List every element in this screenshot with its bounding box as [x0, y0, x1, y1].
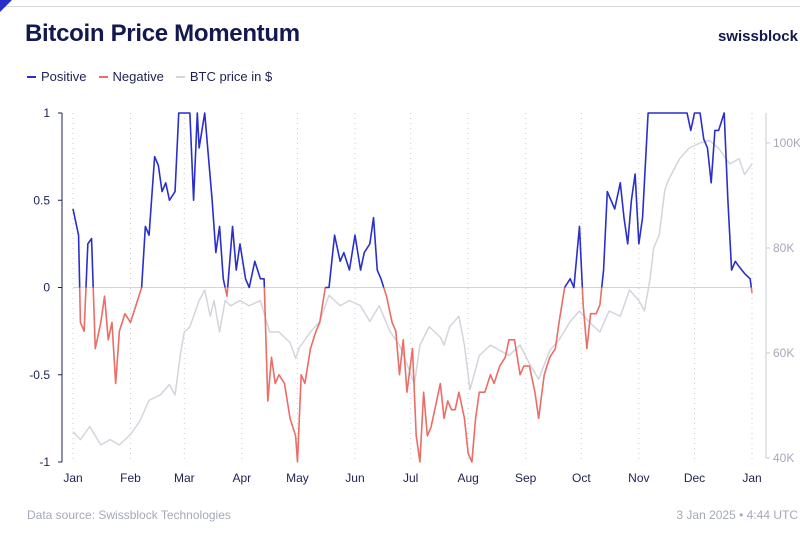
momentum-negative-segment	[224, 287, 229, 298]
momentum-positive-segment	[140, 112, 226, 288]
momentum-positive-segment	[563, 225, 584, 289]
x-tick-label: Jan	[742, 471, 761, 485]
chart-title: Bitcoin Price Momentum	[25, 20, 300, 47]
momentum-positive-segment	[600, 112, 753, 288]
x-tick-label: Nov	[628, 471, 649, 485]
x-tick-label: Feb	[120, 471, 141, 485]
btc-price-line	[72, 139, 753, 446]
top-divider	[0, 6, 800, 7]
legend-swatch-negative	[98, 75, 108, 78]
x-tick-label: Dec	[684, 471, 705, 485]
momentum-negative-segment	[382, 287, 566, 463]
momentum-negative-segment	[78, 287, 87, 332]
momentum-positive-segment	[72, 208, 81, 288]
y-left-tick-label: -1	[39, 455, 50, 469]
legend-swatch-positive	[27, 75, 36, 78]
corner-accent	[0, 0, 12, 12]
y-left-tick-label: 0.5	[33, 193, 50, 207]
y-left-tick-label: -0.5	[29, 368, 50, 382]
momentum-positive-segment	[325, 216, 385, 289]
y-right-tick-label: 60K	[773, 346, 794, 360]
y-left-tick-label: 1	[43, 106, 50, 120]
x-tick-label: Apr	[232, 471, 251, 485]
data-source: Data source: Swissblock Technologies	[27, 508, 231, 522]
brand-logo: swissblock	[717, 28, 798, 45]
timestamp: 3 Jan 2025 • 4:44 UTC	[676, 508, 798, 522]
x-tick-label: Jun	[345, 471, 364, 485]
momentum-negative-segment	[92, 287, 143, 385]
x-tick-label: Jan	[63, 471, 82, 485]
y-right-tick-label: 80K	[773, 241, 794, 255]
legend-label: Negative	[112, 69, 164, 84]
x-tick-label: Aug	[457, 471, 478, 485]
x-tick-label: Mar	[174, 471, 195, 485]
momentum-negative-segment	[750, 287, 753, 293]
momentum-positive-segment	[226, 225, 266, 289]
legend-label: BTC price in $	[189, 69, 273, 84]
x-tick-label: Jul	[403, 471, 418, 485]
x-tick-label: May	[286, 471, 309, 485]
momentum-negative-segment	[581, 287, 603, 350]
legend-price: BTC price in $	[175, 69, 273, 84]
momentum-negative-segment	[263, 287, 327, 463]
legend-negative: Negative	[98, 69, 164, 84]
legend-swatch-price	[175, 75, 185, 78]
y-right-tick-label: 40K	[773, 451, 794, 465]
legend-positive: Positive	[27, 69, 87, 84]
x-tick-label: Sep	[515, 471, 537, 485]
x-tick-label: Oct	[572, 471, 591, 485]
y-right-tick-label: 100K	[773, 136, 800, 150]
y-left-tick-label: 0	[43, 281, 50, 295]
legend: Positive Negative BTC price in $	[27, 69, 272, 84]
legend-label: Positive	[41, 69, 87, 84]
momentum-positive-segment	[85, 237, 95, 288]
